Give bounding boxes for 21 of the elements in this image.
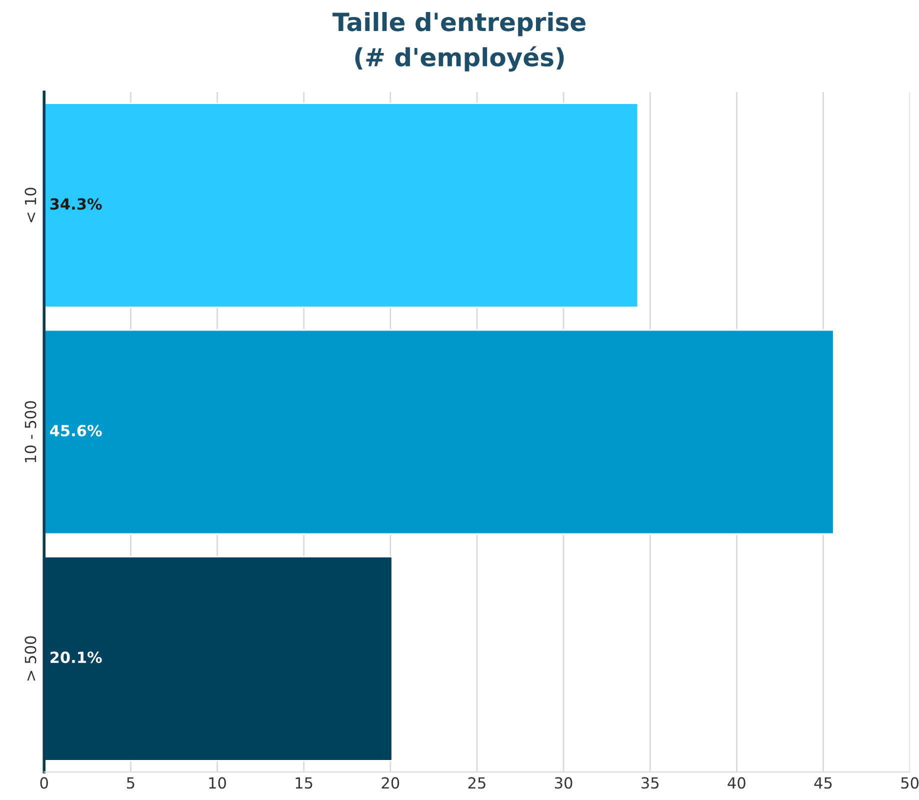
- x-tick-label: 0: [40, 777, 48, 789]
- data-label: 34.3%: [50, 198, 102, 210]
- x-tick-label: 5: [127, 777, 134, 789]
- y-tick-label: 10 - 500: [24, 401, 36, 462]
- chart-title: Taille d'entreprise (# d'employés): [332, 12, 586, 72]
- bar: [44, 102, 639, 308]
- x-tick-label: 35: [642, 777, 658, 789]
- data-label: 20.1%: [50, 652, 102, 664]
- x-tick-label: 45: [814, 777, 832, 789]
- x-tick-label: 25: [468, 777, 486, 789]
- y-tick-label: > 500: [24, 636, 36, 680]
- x-tick-label: 10: [209, 777, 226, 789]
- x-tick-label: 20: [382, 777, 400, 789]
- y-tick-label: < 10: [24, 188, 36, 222]
- x-tick-label: 30: [554, 777, 572, 789]
- bar: [44, 556, 393, 762]
- bar: [44, 329, 834, 535]
- data-label: 45.6%: [50, 424, 102, 436]
- x-tick-label: 15: [296, 777, 312, 789]
- x-tick-label: 50: [901, 777, 919, 789]
- x-tick-label: 40: [728, 777, 746, 789]
